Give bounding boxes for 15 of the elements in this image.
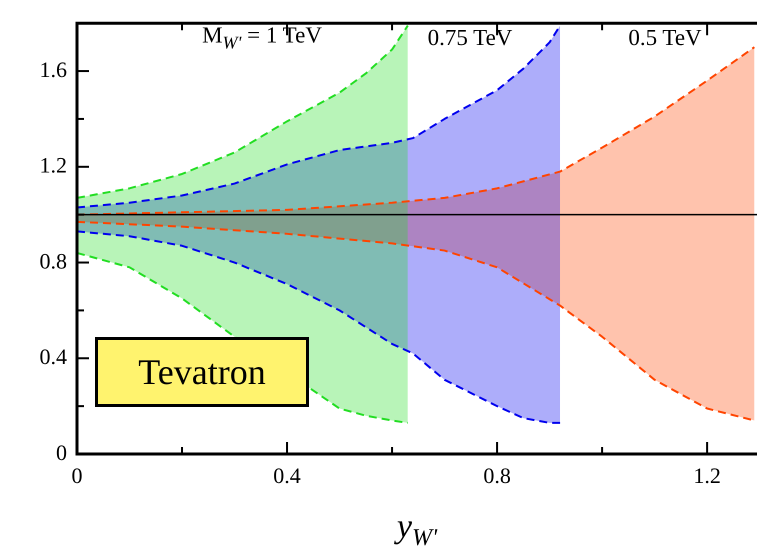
annotation: M$_{W'}$ = 1 TeV: [202, 22, 322, 54]
x-tick-label: 0.8: [483, 462, 511, 488]
y-tick-label: 0.8: [40, 248, 67, 274]
y-tick-label: 1.6: [40, 56, 67, 82]
annotation: 0.5 TeV: [628, 25, 702, 51]
x-axis-title: y$_{W'}$: [396, 508, 438, 551]
y-tick-label: 0.4: [40, 344, 67, 370]
x-tick-label: 1.2: [693, 462, 721, 488]
line-series: [77, 230, 562, 424]
y-tick-label: 0: [56, 440, 67, 465]
x-tick-label: 0.4: [273, 462, 301, 488]
annotation: 0.75 TeV: [428, 25, 512, 51]
x-tick-label: 0: [72, 462, 82, 488]
y-tick-label: 1.2: [40, 152, 67, 178]
annotation: Tevatron: [95, 337, 309, 407]
